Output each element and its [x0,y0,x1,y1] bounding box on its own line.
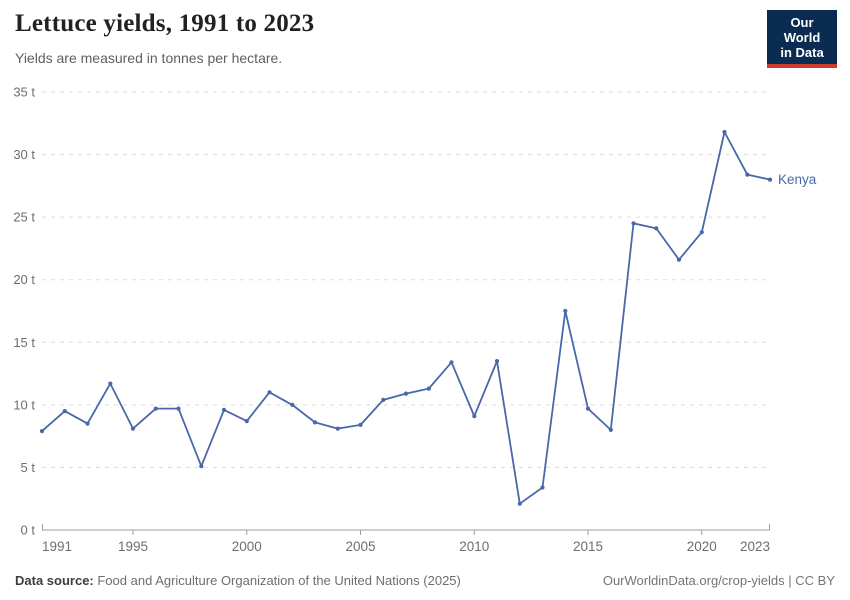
data-point [244,419,249,424]
y-tick-label: 0 t [21,523,36,538]
line-chart: 0 t 5 t 10 t 15 t 20 t 25 t 30 t 35 t 1991 1995 20… [13,85,817,555]
data-line [41,131,771,505]
data-point [199,464,204,469]
x-tick-label: 2015 [573,539,603,554]
data-point [267,390,272,395]
data-point [676,257,682,262]
y-tick-label: 20 t [13,272,35,287]
data-point [517,501,522,506]
page-title: Lettuce yields, 1991 to 2023 [15,10,315,37]
y-tick-label: 35 t [13,85,35,100]
y-tick-label: 25 t [13,210,35,225]
data-point [358,422,363,427]
x-tick-label: 1995 [118,539,148,554]
x-tick-label: 2023 [740,539,770,554]
data-point [176,406,181,411]
data-source-label: Data source: [15,573,94,588]
x-tick-label: 2000 [232,539,262,554]
data-source: Data source: Food and Agriculture Organi… [15,573,461,588]
data-point [39,429,45,434]
data-point [631,221,636,226]
data-point [130,426,136,431]
entity-label: Kenya [778,172,817,187]
data-point [449,360,454,365]
data-point [494,359,500,364]
x-tick-label: 2010 [459,539,489,554]
data-point [108,381,113,386]
x-tick-label: 1991 [42,539,72,554]
data-point [153,406,158,411]
data-point [312,420,318,425]
credit-link[interactable]: OurWorldinData.org/crop-yields | CC BY [602,573,835,588]
data-point [472,414,477,419]
data-point [403,391,409,396]
x-tick-label: 2020 [687,539,717,554]
logo-line2: in Data [780,45,824,60]
data-point [699,230,704,235]
data-point [722,129,727,135]
data-point [335,426,340,431]
y-tick-label: 30 t [13,147,35,162]
logo-line1: Our World [783,15,821,45]
data-point [654,226,659,231]
data-point [745,172,750,177]
data-point [608,427,613,432]
y-tick-label: 15 t [13,335,35,350]
y-tick-label: 5 t [21,460,36,475]
data-point [563,308,568,314]
data-point [62,409,67,414]
chart-subtitle: Yields are measured in tonnes per hectar… [15,50,283,66]
data-point [221,407,227,412]
data-point [290,402,295,407]
y-tick-label: 10 t [13,397,35,412]
owid-logo[interactable]: Our World in Data [767,10,837,68]
data-point [85,421,90,426]
data-point [540,485,545,490]
data-point [585,406,591,411]
data-point [767,177,773,182]
data-point [426,386,431,391]
data-point [381,397,386,402]
data-source-text: Food and Agriculture Organization of the… [93,573,461,588]
chart-footer: Data source: Food and Agriculture Organi… [15,573,835,588]
x-tick-label: 2005 [345,539,375,554]
